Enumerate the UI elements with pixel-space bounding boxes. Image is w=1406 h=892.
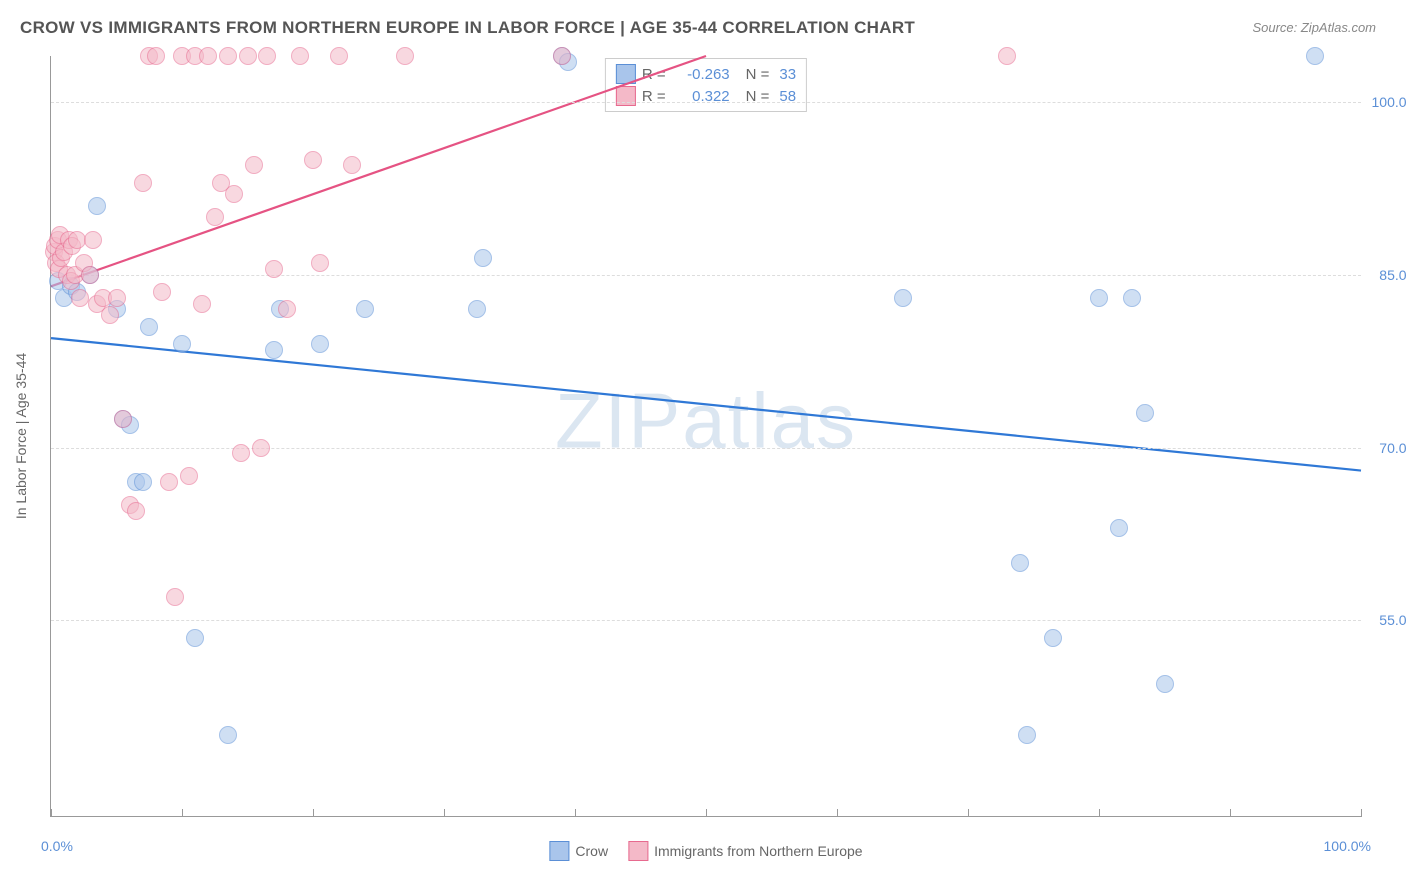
scatter-point xyxy=(330,47,348,65)
x-tick-mark xyxy=(51,809,52,817)
scatter-point xyxy=(998,47,1016,65)
series-legend-item: Crow xyxy=(549,841,608,861)
legend-n-label: N = xyxy=(746,66,770,83)
scatter-point xyxy=(199,47,217,65)
scatter-point xyxy=(232,444,250,462)
scatter-point xyxy=(71,289,89,307)
series-legend-label: Immigrants from Northern Europe xyxy=(654,843,863,859)
scatter-point xyxy=(291,47,309,65)
y-axis-label: In Labor Force | Age 35-44 xyxy=(13,353,29,519)
source-attribution: Source: ZipAtlas.com xyxy=(1252,20,1376,35)
scatter-point xyxy=(311,335,329,353)
x-tick-mark xyxy=(444,809,445,817)
scatter-point xyxy=(1136,404,1154,422)
scatter-point xyxy=(474,249,492,267)
scatter-point xyxy=(239,47,257,65)
scatter-point xyxy=(219,726,237,744)
scatter-point xyxy=(1123,289,1141,307)
watermark: ZIPatlas xyxy=(555,375,857,466)
gridline-horizontal xyxy=(51,102,1361,103)
scatter-point xyxy=(101,306,119,324)
chart-plot-area: In Labor Force | Age 35-44 ZIPatlas 0.0%… xyxy=(50,56,1361,817)
scatter-point xyxy=(225,185,243,203)
x-tick-mark xyxy=(706,809,707,817)
legend-r-value: -0.263 xyxy=(672,66,730,83)
legend-n-value: 33 xyxy=(779,66,796,83)
scatter-point xyxy=(134,473,152,491)
series-legend-item: Immigrants from Northern Europe xyxy=(628,841,863,861)
x-tick-mark xyxy=(1099,809,1100,817)
x-tick-mark xyxy=(313,809,314,817)
scatter-point xyxy=(894,289,912,307)
scatter-point xyxy=(1044,629,1062,647)
legend-r-label: R = xyxy=(642,66,666,83)
scatter-point xyxy=(206,208,224,226)
scatter-point xyxy=(252,439,270,457)
y-tick-label: 100.0% xyxy=(1367,94,1406,110)
scatter-point xyxy=(311,254,329,272)
x-tick-mark xyxy=(1361,809,1362,817)
legend-row: R =0.322N =58 xyxy=(616,85,796,107)
scatter-point xyxy=(356,300,374,318)
scatter-point xyxy=(343,156,361,174)
scatter-point xyxy=(1110,519,1128,537)
series-legend-label: Crow xyxy=(575,843,608,859)
scatter-point xyxy=(127,502,145,520)
scatter-point xyxy=(258,47,276,65)
y-tick-label: 55.0% xyxy=(1367,612,1406,628)
scatter-point xyxy=(186,629,204,647)
scatter-point xyxy=(108,289,126,307)
chart-title: CROW VS IMMIGRANTS FROM NORTHERN EUROPE … xyxy=(20,18,915,38)
scatter-point xyxy=(81,266,99,284)
scatter-point xyxy=(166,588,184,606)
x-tick-mark xyxy=(182,809,183,817)
series-legend: Crow Immigrants from Northern Europe xyxy=(549,841,862,861)
correlation-legend: R = -0.263 N = 33 R =0.322N =58 xyxy=(605,58,807,112)
legend-swatch xyxy=(549,841,569,861)
scatter-point xyxy=(180,467,198,485)
scatter-point xyxy=(1090,289,1108,307)
legend-swatch xyxy=(628,841,648,861)
scatter-point xyxy=(134,174,152,192)
scatter-point xyxy=(468,300,486,318)
x-tick-mark xyxy=(575,809,576,817)
scatter-point xyxy=(553,47,571,65)
scatter-point xyxy=(1306,47,1324,65)
y-tick-label: 70.0% xyxy=(1367,440,1406,456)
x-tick-mark xyxy=(837,809,838,817)
x-axis-max-label: 100.0% xyxy=(1324,838,1371,854)
gridline-horizontal xyxy=(51,620,1361,621)
scatter-point xyxy=(153,283,171,301)
y-tick-label: 85.0% xyxy=(1367,267,1406,283)
scatter-point xyxy=(147,47,165,65)
scatter-point xyxy=(1011,554,1029,572)
scatter-point xyxy=(396,47,414,65)
scatter-point xyxy=(245,156,263,174)
scatter-point xyxy=(84,231,102,249)
scatter-point xyxy=(173,335,191,353)
scatter-point xyxy=(278,300,296,318)
scatter-point xyxy=(304,151,322,169)
legend-swatch xyxy=(616,64,636,84)
scatter-point xyxy=(114,410,132,428)
x-axis-min-label: 0.0% xyxy=(41,838,73,854)
scatter-point xyxy=(160,473,178,491)
scatter-point xyxy=(1156,675,1174,693)
legend-row: R = -0.263 N = 33 xyxy=(616,63,796,85)
scatter-point xyxy=(88,197,106,215)
scatter-point xyxy=(265,341,283,359)
scatter-point xyxy=(193,295,211,313)
gridline-horizontal xyxy=(51,275,1361,276)
x-tick-mark xyxy=(1230,809,1231,817)
scatter-point xyxy=(219,47,237,65)
x-tick-mark xyxy=(968,809,969,817)
scatter-point xyxy=(140,318,158,336)
scatter-point xyxy=(265,260,283,278)
scatter-point xyxy=(1018,726,1036,744)
